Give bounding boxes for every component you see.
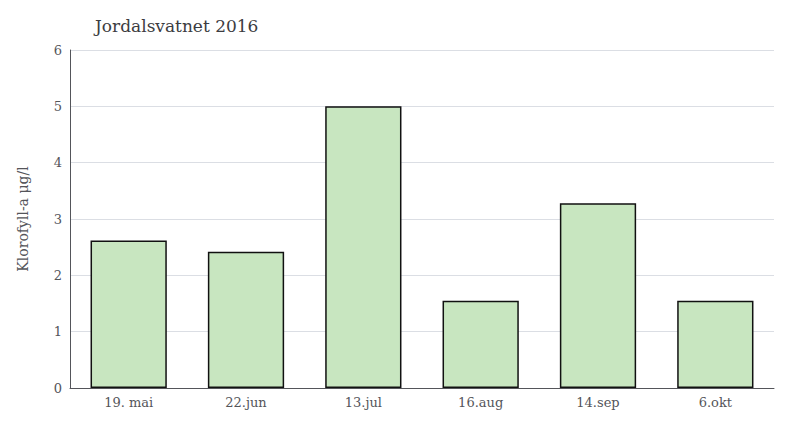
svg-text:Jordalsvatnet 2016: Jordalsvatnet 2016 bbox=[93, 16, 258, 36]
svg-text:14.sep: 14.sep bbox=[576, 395, 619, 410]
svg-text:0: 0 bbox=[54, 381, 62, 396]
svg-text:4: 4 bbox=[54, 155, 62, 170]
svg-text:5: 5 bbox=[54, 99, 62, 114]
svg-text:6.okt: 6.okt bbox=[699, 395, 733, 410]
svg-text:Klorofyll-a μg/l: Klorofyll-a μg/l bbox=[15, 166, 31, 272]
svg-text:16.aug: 16.aug bbox=[458, 395, 503, 410]
svg-text:22.jun: 22.jun bbox=[225, 395, 267, 410]
svg-text:13.jul: 13.jul bbox=[345, 395, 382, 410]
svg-text:2: 2 bbox=[54, 268, 62, 283]
svg-text:3: 3 bbox=[54, 212, 62, 227]
svg-text:19. mai: 19. mai bbox=[104, 395, 153, 410]
svg-text:1: 1 bbox=[54, 324, 62, 339]
svg-text:6: 6 bbox=[54, 43, 62, 58]
